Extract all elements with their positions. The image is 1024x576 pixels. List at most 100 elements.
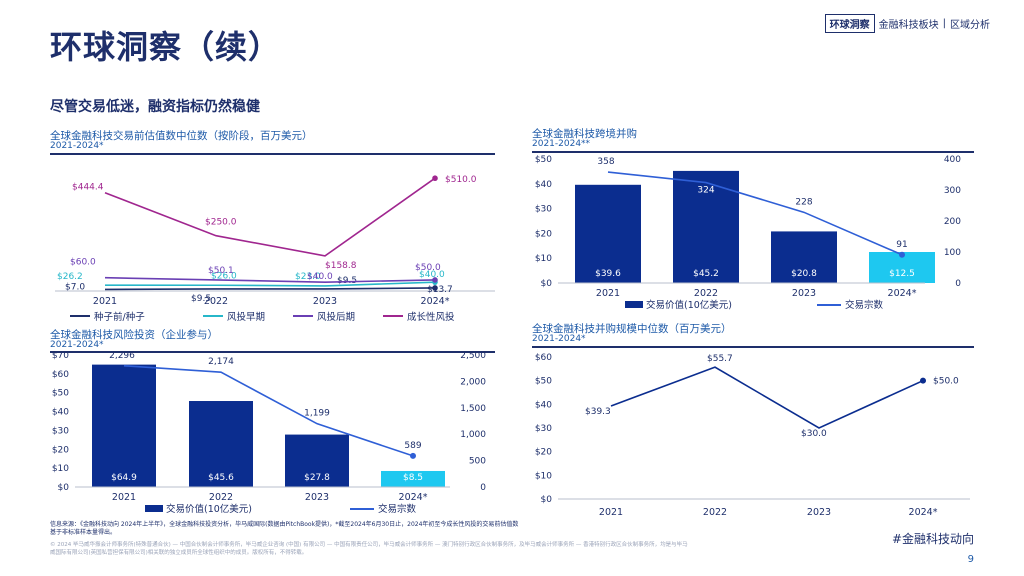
- nav-separator: |: [942, 18, 946, 29]
- y-tick-label: $40: [535, 180, 552, 190]
- series-line-3: [104, 177, 436, 257]
- nav-area[interactable]: 区域分析: [950, 20, 990, 31]
- legend-swatch-bars: [625, 301, 643, 308]
- valuation-divider: [50, 153, 495, 155]
- count-label-0: 2,296: [109, 351, 135, 361]
- series-3-label-1: $250.0: [205, 218, 237, 228]
- cvc-chart-subtitle: 2021-2024*: [50, 340, 104, 350]
- x-tick-label: 2023: [305, 492, 329, 503]
- valuation-chart: $7.0$9.5$9.5$13.7$26.2 $26.0 $23.0 $40.0$60…: [55, 175, 495, 323]
- series-1-label-3: $40.0: [419, 270, 445, 280]
- y2-tick-label: 1,000: [460, 430, 486, 440]
- copyright-notice: © 2024 毕马威华振会计师事务所(特殊普通合伙) — 中国合伙制会计师事务所…: [50, 542, 688, 556]
- series-line-1: [104, 281, 436, 287]
- count-point-3: [899, 251, 905, 258]
- series-1-label-0: $26.2: [57, 272, 83, 282]
- series-line-0: [104, 287, 436, 291]
- hashtag-label[interactable]: #金融科技动向: [891, 532, 974, 546]
- y2-tick-label: 500: [469, 457, 486, 467]
- legend-label-line: 交易宗数: [845, 299, 884, 311]
- y-tick-label: $10: [535, 471, 552, 481]
- bar-0: [92, 364, 156, 487]
- series-3-label-3: $510.0: [445, 175, 477, 185]
- y-tick-label: $10: [535, 254, 552, 264]
- cross-border-chart: $0 $10 $20 $30 $40 $50 0 100 200 300 400 $39.6 $45.2…: [535, 155, 961, 311]
- x-tick-label: 2023: [792, 288, 816, 299]
- bar-label-1: $45.2: [693, 269, 719, 279]
- source-footnote: 信息来源：《金融科技动向 2024年上半年》，全球金融科技投资分析，毕马威国际(…: [50, 521, 519, 536]
- median-label-3: $50.0: [933, 377, 959, 387]
- series-0-point-3: [432, 285, 438, 291]
- y-tick-label: $40: [535, 400, 552, 410]
- y-tick-label: $0: [541, 495, 553, 505]
- page-number: 9: [967, 554, 974, 565]
- x-tick-label: 2021: [112, 492, 136, 503]
- cross-border-divider: [532, 151, 974, 153]
- series-3-label-2: $158.8: [325, 261, 357, 271]
- bar-1: [189, 401, 253, 487]
- y2-tick-label: 0: [955, 279, 961, 289]
- median-label-0: $39.3: [585, 407, 611, 417]
- cvc-divider: [50, 351, 495, 353]
- legend-label-bars: 交易价值(10亿美元): [166, 503, 252, 515]
- y-tick-label: $20: [535, 229, 552, 239]
- nav-section[interactable]: 金融科技板块: [878, 20, 939, 31]
- y-tick-label: $40: [52, 408, 69, 418]
- y-tick-label: $30: [535, 424, 552, 434]
- nav-tag[interactable]: 环球洞察: [824, 14, 875, 33]
- bar-label-2: $20.8: [791, 269, 817, 279]
- cross-border-chart-subtitle: 2021-2024**: [532, 139, 591, 149]
- bar-3: [381, 470, 445, 487]
- x-tick-label: 2021: [596, 288, 620, 299]
- x-tick-label: 2022: [204, 296, 228, 307]
- count-label-3: 589: [404, 441, 421, 451]
- y2-tick-label: 2,000: [460, 377, 486, 387]
- series-0-label-2: $9.5: [337, 276, 357, 286]
- count-label-3: 91: [896, 240, 907, 250]
- y2-tick-label: 100: [944, 248, 961, 258]
- x-tick-label: 2023: [807, 507, 831, 518]
- bar-label-2: $27.8: [304, 473, 330, 483]
- x-tick-label: 2024*: [399, 492, 428, 503]
- bar-label-3: $8.5: [403, 473, 423, 483]
- count-label-1: 2,174: [208, 357, 234, 367]
- bar-2: [285, 434, 349, 487]
- count-label-2: 228: [795, 197, 812, 207]
- x-tick-label: 2024*: [888, 288, 917, 299]
- ma-median-chart: $0 $10 $20 $30 $40 $50 $60 $39.3 $55.7 $30.0 $50.0…: [535, 353, 970, 518]
- bar-0: [575, 184, 641, 283]
- y-tick-label: $0: [58, 483, 70, 493]
- x-tick-label: 2022: [703, 507, 727, 518]
- legend-swatch-bars: [145, 505, 163, 512]
- y2-tick-label: 200: [944, 217, 961, 227]
- x-tick-label: 2022: [694, 288, 718, 299]
- series-2-label-3: $50.0: [415, 263, 441, 273]
- x-tick-label: 2021: [93, 296, 117, 307]
- legend-label-bars: 交易价值(10亿美元): [646, 299, 732, 311]
- ma-median-chart-subtitle: 2021-2024*: [532, 334, 586, 344]
- bar-label-1: $45.6: [208, 473, 234, 483]
- legend-label-3: 成长性风投: [407, 311, 455, 323]
- count-label-0: 358: [597, 157, 614, 167]
- median-point-3: [920, 377, 926, 384]
- y2-tick-label: 2,500: [460, 351, 486, 361]
- series-3-point-3: [432, 175, 438, 182]
- y-tick-label: $0: [541, 279, 553, 289]
- bar-label-0: $64.9: [111, 473, 137, 483]
- series-1-label-2: $23.0: [295, 272, 321, 282]
- bar-label-3: $12.5: [889, 269, 915, 279]
- bar-label-0: $39.6: [595, 269, 621, 279]
- y-tick-label: $30: [535, 205, 552, 215]
- ma-median-divider: [532, 346, 974, 348]
- series-line-2: [104, 276, 436, 283]
- legend-label-1: 风投早期: [227, 311, 265, 323]
- x-tick-label: 2023: [313, 296, 337, 307]
- y2-tick-label: 300: [944, 186, 961, 196]
- y-tick-label: $50: [535, 377, 552, 387]
- page-subtitle: 尽管交易低迷，融资指标仍然稳健: [50, 99, 260, 115]
- legend-label-0: 种子前/种子: [94, 311, 145, 323]
- y-tick-label: $60: [535, 353, 552, 363]
- y-tick-label: $70: [52, 351, 69, 361]
- y-tick-label: $50: [52, 389, 69, 399]
- valuation-chart-title: 全球金融科技交易前估值数中位数（按阶段，百万美元）: [50, 130, 313, 142]
